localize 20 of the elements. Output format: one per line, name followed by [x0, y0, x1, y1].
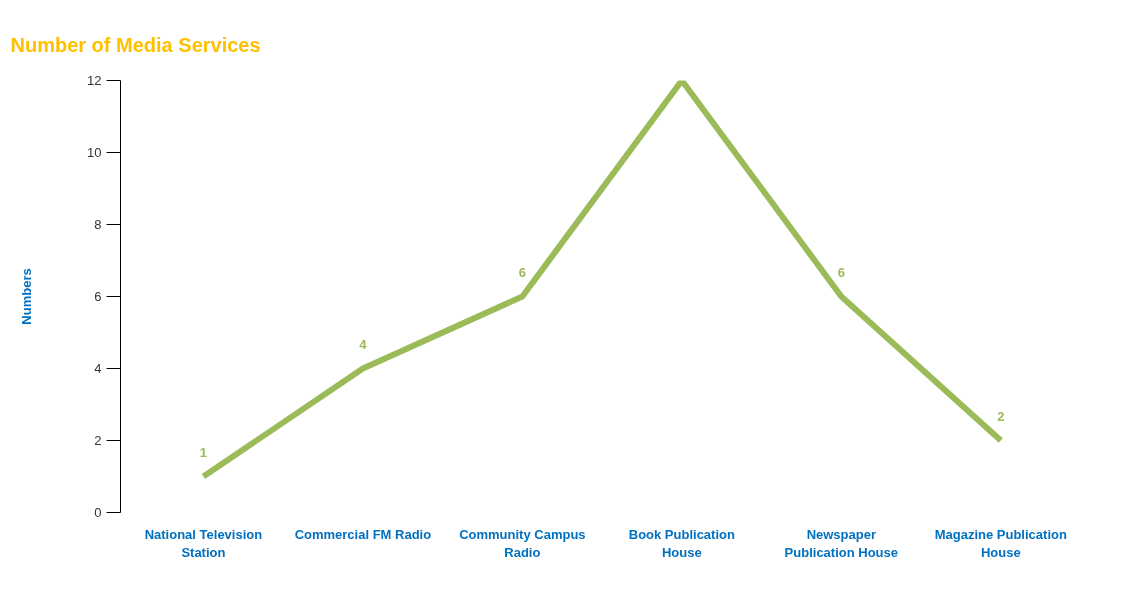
- y-tick-label: 12: [87, 73, 102, 88]
- y-axis-title: Numbers: [19, 268, 35, 325]
- data-label: 1: [199, 444, 208, 460]
- data-label: 4: [359, 336, 368, 352]
- y-tick-label: 2: [94, 433, 102, 448]
- y-tick-label: 8: [94, 217, 102, 232]
- y-tick-label: 0: [94, 505, 102, 520]
- x-tick-label: Commercial FM Radio: [294, 526, 432, 542]
- x-tick-label: Book Publication House: [628, 526, 735, 560]
- y-tick-label: 6: [94, 289, 102, 304]
- data-label: 6: [837, 264, 845, 280]
- x-tick-label: Community Campus Radio: [459, 526, 586, 560]
- data-label: 6: [518, 264, 526, 280]
- x-tick-label: Magazine Publication House: [934, 526, 1067, 560]
- y-tick-label: 4: [94, 361, 102, 376]
- data-label: 2: [997, 408, 1005, 424]
- chart-title: Number of Media Services: [10, 33, 261, 56]
- y-tick-label: 10: [87, 145, 102, 160]
- x-tick-label: National Television Station: [144, 526, 263, 560]
- x-tick-label: Newspaper Publication House: [784, 526, 899, 560]
